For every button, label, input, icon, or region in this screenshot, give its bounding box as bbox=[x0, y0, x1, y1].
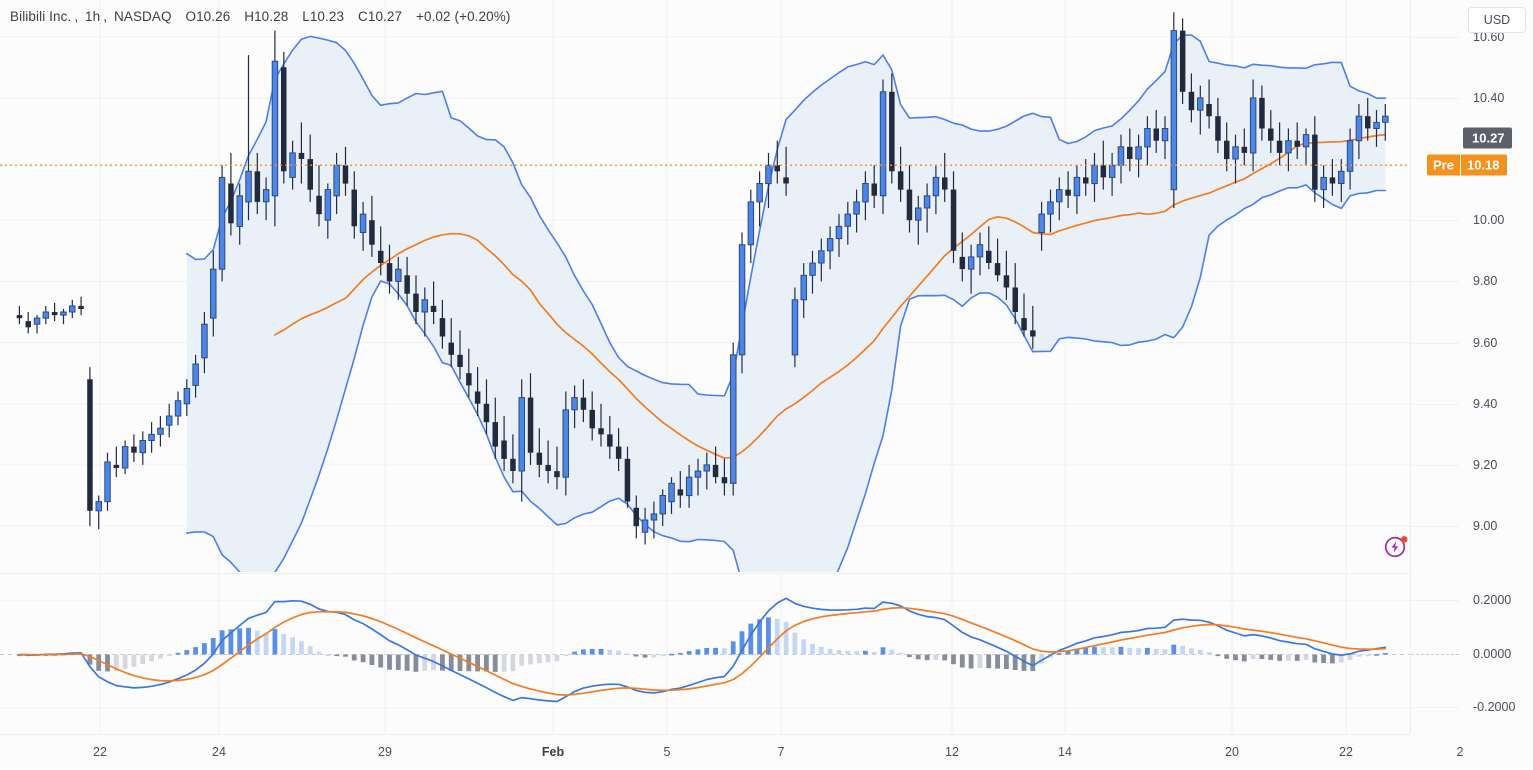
macd-pane[interactable] bbox=[0, 573, 1410, 735]
price-tick-label: 10.00 bbox=[1473, 213, 1505, 228]
time-tick-label: 14 bbox=[1058, 745, 1072, 759]
time-tick-label: Feb bbox=[541, 745, 565, 759]
macd-plot bbox=[0, 574, 1410, 735]
macd-tick-label: 0.2000 bbox=[1473, 592, 1512, 607]
price-plot bbox=[0, 0, 1410, 572]
time-axis[interactable]: 22 24 29 Feb 5 7 12 14 20 22 2 bbox=[0, 734, 1463, 770]
price-tick-label: 10.40 bbox=[1473, 90, 1505, 105]
price-tick-mark bbox=[1411, 526, 1459, 528]
macd-tick-label: -0.2000 bbox=[1473, 700, 1516, 715]
price-tick-mark bbox=[1411, 281, 1459, 283]
premarket-tag: Pre bbox=[1427, 154, 1460, 176]
macd-tick-mark bbox=[1411, 599, 1459, 601]
price-tick-label: 9.00 bbox=[1473, 519, 1498, 534]
time-tick-label: 22 bbox=[1339, 745, 1353, 759]
legend-exchange: NASDAQ bbox=[113, 9, 172, 24]
price-tick-mark bbox=[1411, 97, 1459, 99]
legend-open: O10.26 bbox=[185, 9, 231, 24]
legend-change: +0.02 (+0.20%) bbox=[415, 9, 511, 24]
premarket-value: 10.18 bbox=[1459, 154, 1507, 176]
legend-comma-2: , bbox=[103, 9, 108, 24]
time-tick-label: 22 bbox=[93, 745, 107, 759]
chart-legend: Bilibili Inc., 1h, NASDAQ O10.26 H10.28 … bbox=[10, 9, 513, 24]
time-tick-label: 29 bbox=[378, 745, 392, 759]
time-tick-label: 5 bbox=[663, 745, 671, 759]
price-tick-label: 10.60 bbox=[1473, 29, 1505, 44]
price-tick-mark bbox=[1411, 342, 1459, 344]
legend-high: H10.28 bbox=[244, 9, 289, 24]
price-pane[interactable] bbox=[0, 0, 1410, 572]
time-tick-label: 7 bbox=[777, 745, 785, 759]
lightning-bolt-icon[interactable] bbox=[1383, 533, 1409, 559]
price-axis[interactable]: 10.27 Pre 10.18 10.60 10.40 10.00 9.80 9.60 9… bbox=[1410, 0, 1533, 734]
legend-symbol[interactable]: Bilibili Inc. bbox=[10, 9, 72, 24]
price-tick-label: 9.60 bbox=[1473, 335, 1498, 350]
price-tick-mark bbox=[1411, 220, 1459, 222]
premarket-price-badge: Pre 10.18 bbox=[1427, 154, 1507, 176]
price-tick-mark bbox=[1411, 464, 1459, 466]
price-tick-label: 9.40 bbox=[1473, 396, 1498, 411]
legend-low: L10.23 bbox=[302, 9, 345, 24]
legend-comma-1: , bbox=[74, 9, 79, 24]
price-tick-label: 9.20 bbox=[1473, 457, 1498, 472]
price-tick-mark bbox=[1411, 36, 1459, 38]
macd-tick-mark bbox=[1411, 707, 1459, 709]
time-tick-label: 2 bbox=[1456, 745, 1464, 759]
time-tick-label: 20 bbox=[1225, 745, 1239, 759]
macd-tick-mark bbox=[1411, 653, 1459, 656]
time-tick-label: 12 bbox=[945, 745, 959, 759]
macd-tick-label: 0.0000 bbox=[1473, 646, 1512, 661]
price-tick-label: 9.80 bbox=[1473, 274, 1498, 289]
time-tick-label: 24 bbox=[212, 745, 226, 759]
currency-button[interactable]: USD bbox=[1468, 7, 1526, 33]
legend-close: C10.27 bbox=[357, 9, 403, 24]
price-tick-mark bbox=[1411, 403, 1459, 405]
legend-interval[interactable]: 1h bbox=[85, 9, 101, 24]
last-price-badge: 10.27 bbox=[1463, 127, 1512, 149]
